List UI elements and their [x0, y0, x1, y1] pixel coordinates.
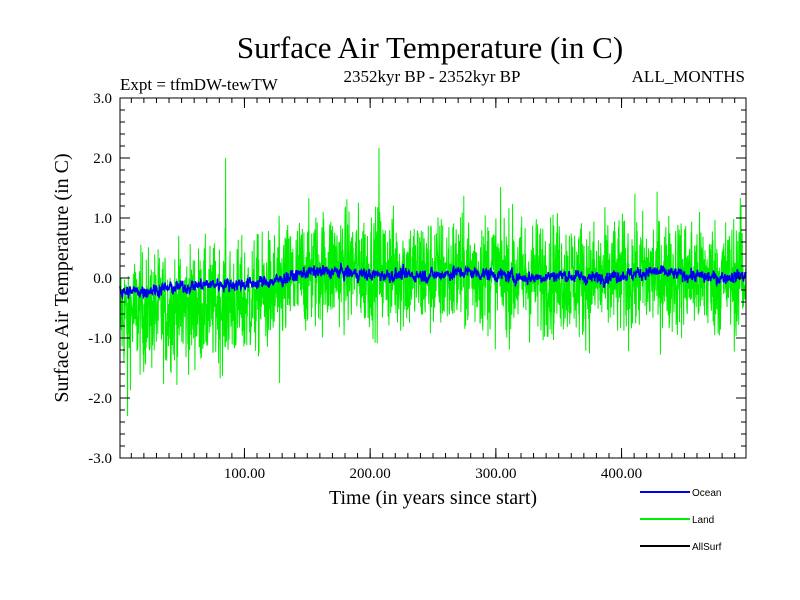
- y-tick-label: 0.0: [93, 271, 112, 287]
- y-tick-label: -1.0: [88, 331, 112, 347]
- x-tick-label: 100.00: [224, 466, 265, 482]
- x-axis-label: Time (in years since start): [329, 487, 537, 509]
- x-tick-label: 200.00: [350, 466, 391, 482]
- legend-label-ocean: Ocean: [692, 488, 721, 499]
- y-tick-label: 1.0: [93, 211, 112, 227]
- legend-label-land: Land: [692, 515, 714, 526]
- legend: Ocean Land AllSurf: [640, 488, 722, 553]
- legend-label-allsurf: AllSurf: [692, 542, 722, 553]
- tick-layer: -3.0 -2.0 -1.0 0.0 1.0 2.0 3.0 100.00 200.00 300.…: [88, 91, 746, 482]
- date-range-label: 2352kyr BP - 2352kyr BP: [344, 67, 521, 86]
- y-tick-label: 2.0: [93, 151, 112, 167]
- y-tick-label: -2.0: [88, 391, 112, 407]
- y-axis-label: Surface Air Temperature (in C): [51, 153, 73, 402]
- chart-title: Surface Air Temperature (in C): [237, 30, 623, 65]
- y-tick-label: -3.0: [88, 451, 112, 467]
- series-line-ocean: [119, 262, 747, 301]
- experiment-label: Expt = tfmDW-tewTW: [120, 75, 279, 94]
- y-tick-label: 3.0: [93, 91, 112, 107]
- series-layer: [119, 147, 747, 417]
- x-tick-label: 400.00: [601, 466, 642, 482]
- months-label: ALL_MONTHS: [632, 67, 745, 86]
- x-tick-label: 300.00: [475, 466, 516, 482]
